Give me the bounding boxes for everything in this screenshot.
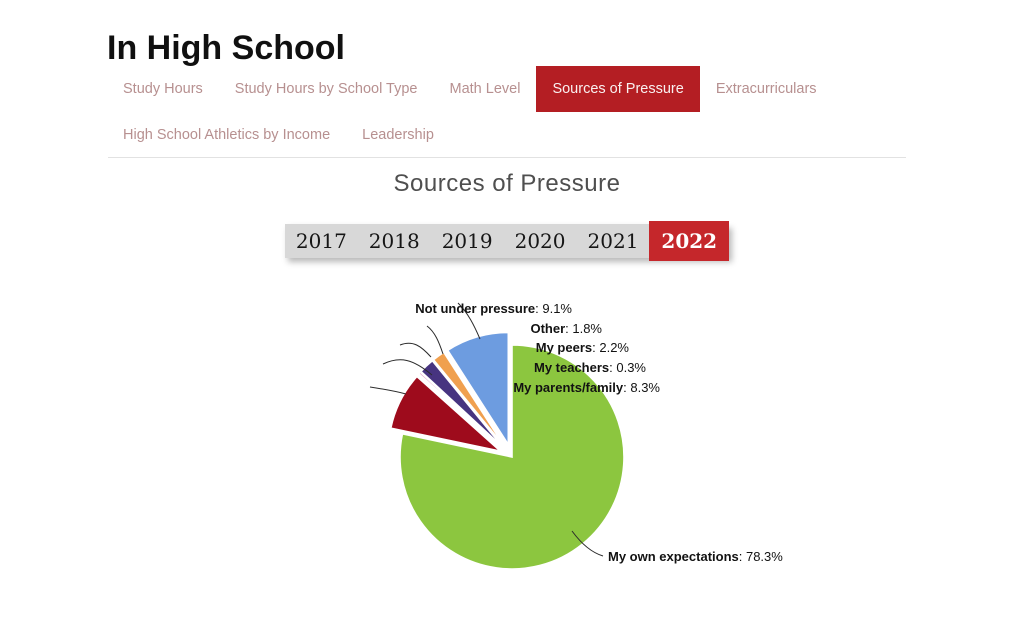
leader-line-my-own-expectations <box>571 530 604 557</box>
pie-slice-my-own-expectations[interactable] <box>399 344 625 570</box>
pie-label-value: : 9.1% <box>535 301 572 316</box>
pie-label-name: My own expectations <box>608 549 739 564</box>
tab-high-school-athletics-by-income[interactable]: High School Athletics by Income <box>123 127 331 143</box>
tabs-divider <box>108 157 906 158</box>
pie-label-other: Other: 1.8% <box>530 321 602 337</box>
tab-math-level[interactable]: Math Level <box>449 81 521 97</box>
pie-label-value: : 8.3% <box>623 380 660 395</box>
pie-slice-other[interactable] <box>432 351 506 448</box>
leader-line-not-under-pressure <box>457 302 481 340</box>
pie-slice-my-peers[interactable] <box>419 359 504 449</box>
year-2018[interactable]: 2018 <box>368 229 420 253</box>
pie-label-my-teachers: My teachers: 0.3% <box>534 360 646 376</box>
leader-line-my-teachers <box>382 359 433 376</box>
tab-study-hours-by-school-type[interactable]: Study Hours by School Type <box>234 81 418 97</box>
tab-row-1: Study Hours Study Hours by School Type M… <box>107 66 907 112</box>
pie-label-name: My parents/family <box>513 380 624 395</box>
pie-slice-not-under-pressure[interactable] <box>446 331 510 448</box>
chart-title: Sources of Pressure <box>393 170 621 197</box>
pie-slice-my-teachers[interactable] <box>417 370 503 449</box>
tab-navigation: Study Hours Study Hours by School Type M… <box>107 66 907 158</box>
pie-label-name: My peers <box>535 340 593 355</box>
pie-label-name: Other <box>530 321 566 336</box>
year-2020[interactable]: 2020 <box>514 229 566 253</box>
year-2017[interactable]: 2017 <box>295 229 347 253</box>
tab-extracurriculars[interactable]: Extracurriculars <box>715 81 817 97</box>
year-2021[interactable]: 2021 <box>587 229 639 253</box>
chart-header: Sources of Pressure 2017 2018 2019 2020 … <box>108 170 906 261</box>
pie-label-value: : 0.3% <box>609 360 646 375</box>
pie-label-my-own-expectations: My own expectations: 78.3% <box>608 549 783 565</box>
pie-label-my-peers: My peers: 2.2% <box>536 340 629 356</box>
leader-line-my-parents-family <box>369 386 407 395</box>
pie-label-value: : 2.2% <box>592 340 629 355</box>
year-2022[interactable]: 2022 <box>649 221 730 261</box>
tab-sources-of-pressure[interactable]: Sources of Pressure <box>536 66 700 112</box>
pie-label-name: My teachers <box>533 360 610 375</box>
pie-label-not-under-pressure: Not under pressure: 9.1% <box>415 301 572 317</box>
leader-line-my-peers <box>399 342 432 358</box>
pie-label-my-parents-family: My parents/family: 8.3% <box>513 380 660 396</box>
page-title: In High School <box>107 28 345 67</box>
year-2019[interactable]: 2019 <box>441 229 493 253</box>
tab-leadership[interactable]: Leadership <box>362 127 434 143</box>
pie-label-value: : 78.3% <box>738 549 783 564</box>
pie-slice-my-parents-family[interactable] <box>389 375 504 453</box>
tab-row-2: High School Athletics by Income Leadersh… <box>107 112 907 158</box>
pie-label-value: : 1.8% <box>565 321 602 336</box>
tab-study-hours[interactable]: Study Hours <box>123 81 203 97</box>
year-selector: 2017 2018 2019 2020 2021 2022 <box>284 221 730 261</box>
pie-label-name: Not under pressure <box>415 301 536 316</box>
leader-line-other <box>426 325 444 355</box>
